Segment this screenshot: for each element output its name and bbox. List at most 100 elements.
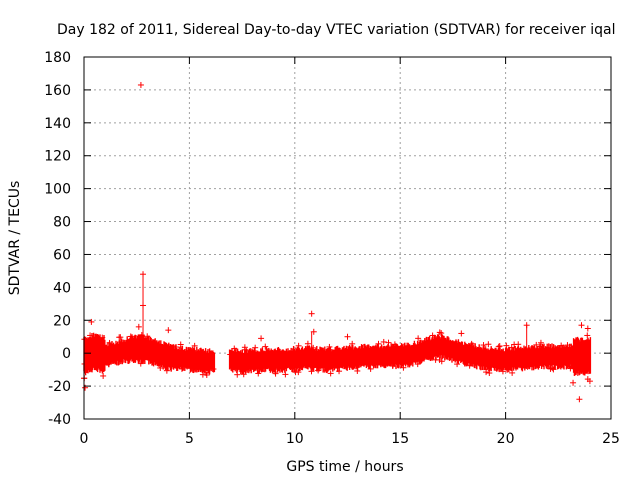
data-point	[241, 346, 248, 353]
data-point	[473, 349, 480, 356]
data-point	[476, 354, 483, 361]
data-point	[240, 366, 247, 373]
data-point	[354, 367, 361, 374]
data-point	[168, 363, 175, 370]
x-tick-label: 25	[602, 431, 620, 447]
data-point	[144, 349, 151, 356]
data-point	[507, 351, 514, 358]
data-point	[412, 357, 419, 364]
data-point	[302, 360, 309, 367]
data-point	[116, 347, 123, 354]
data-point	[391, 341, 398, 348]
data-point	[133, 349, 140, 356]
data-point	[582, 340, 589, 347]
data-point	[566, 351, 573, 358]
x-tick-label: 15	[391, 431, 409, 447]
data-point	[420, 344, 427, 351]
y-tick-label: 160	[44, 83, 71, 99]
data-point	[203, 371, 210, 378]
data-point	[198, 348, 205, 355]
data-point	[310, 353, 317, 360]
data-point	[567, 365, 574, 372]
data-point	[231, 345, 238, 352]
data-point	[87, 332, 94, 339]
data-point	[503, 342, 510, 349]
data-point	[468, 340, 475, 347]
data-point	[234, 371, 241, 378]
data-point	[441, 340, 448, 347]
data-point	[466, 362, 473, 369]
data-points	[81, 81, 593, 403]
y-tick-label: 140	[44, 116, 71, 132]
data-point	[160, 353, 167, 360]
data-point	[441, 339, 448, 346]
data-point	[127, 354, 134, 361]
data-point	[344, 333, 351, 340]
data-point	[578, 322, 585, 329]
data-point	[397, 345, 404, 352]
chart-title: Day 182 of 2011, Sidereal Day-to-day VTE…	[57, 22, 615, 38]
data-point	[550, 366, 557, 373]
data-point	[528, 356, 535, 363]
data-point	[138, 332, 145, 339]
data-point	[470, 359, 477, 366]
data-point	[346, 351, 353, 358]
data-point	[142, 352, 149, 359]
y-tick-label: 20	[53, 313, 71, 329]
data-point	[81, 360, 88, 367]
data-point	[282, 371, 289, 378]
data-point	[89, 364, 96, 371]
data-point	[389, 363, 396, 370]
data-point	[557, 359, 564, 366]
data-point	[100, 372, 107, 379]
data-point	[137, 360, 144, 367]
data-point	[106, 339, 113, 346]
data-point	[122, 352, 129, 359]
data-point	[289, 351, 296, 358]
data-point	[88, 356, 95, 363]
data-point	[135, 343, 142, 350]
y-axis-label: SDTVAR / TECUs	[7, 181, 23, 296]
data-point	[308, 368, 315, 375]
data-point	[367, 365, 374, 372]
data-point	[117, 334, 124, 341]
data-point	[406, 360, 413, 367]
data-point	[483, 369, 490, 376]
data-point	[414, 350, 421, 357]
data-point	[194, 362, 201, 369]
data-point	[191, 342, 198, 349]
data-point	[438, 330, 445, 337]
data-point	[336, 368, 343, 375]
data-point	[257, 356, 264, 363]
data-point	[325, 352, 332, 359]
data-point	[380, 338, 387, 345]
data-point	[436, 356, 443, 363]
plot-frame	[83, 56, 612, 420]
data-point	[305, 357, 312, 364]
data-point	[568, 356, 575, 363]
y-tick-label: 40	[53, 280, 71, 296]
data-point	[127, 333, 134, 340]
data-point	[375, 340, 382, 347]
data-point	[541, 355, 548, 362]
data-point	[304, 340, 311, 347]
data-point	[432, 336, 439, 343]
data-point	[482, 346, 489, 353]
data-point	[563, 345, 570, 352]
data-point	[365, 353, 372, 360]
data-point	[144, 333, 151, 340]
data-point	[137, 349, 144, 356]
data-point	[178, 351, 185, 358]
data-point	[275, 359, 282, 366]
data-point	[512, 349, 519, 356]
data-point	[196, 358, 203, 365]
data-point	[95, 351, 102, 358]
data-point	[405, 342, 412, 349]
data-point	[547, 365, 554, 372]
data-point	[93, 363, 100, 370]
data-point	[516, 361, 523, 368]
data-point	[424, 343, 431, 350]
data-point	[528, 349, 535, 356]
data-point	[477, 350, 484, 357]
